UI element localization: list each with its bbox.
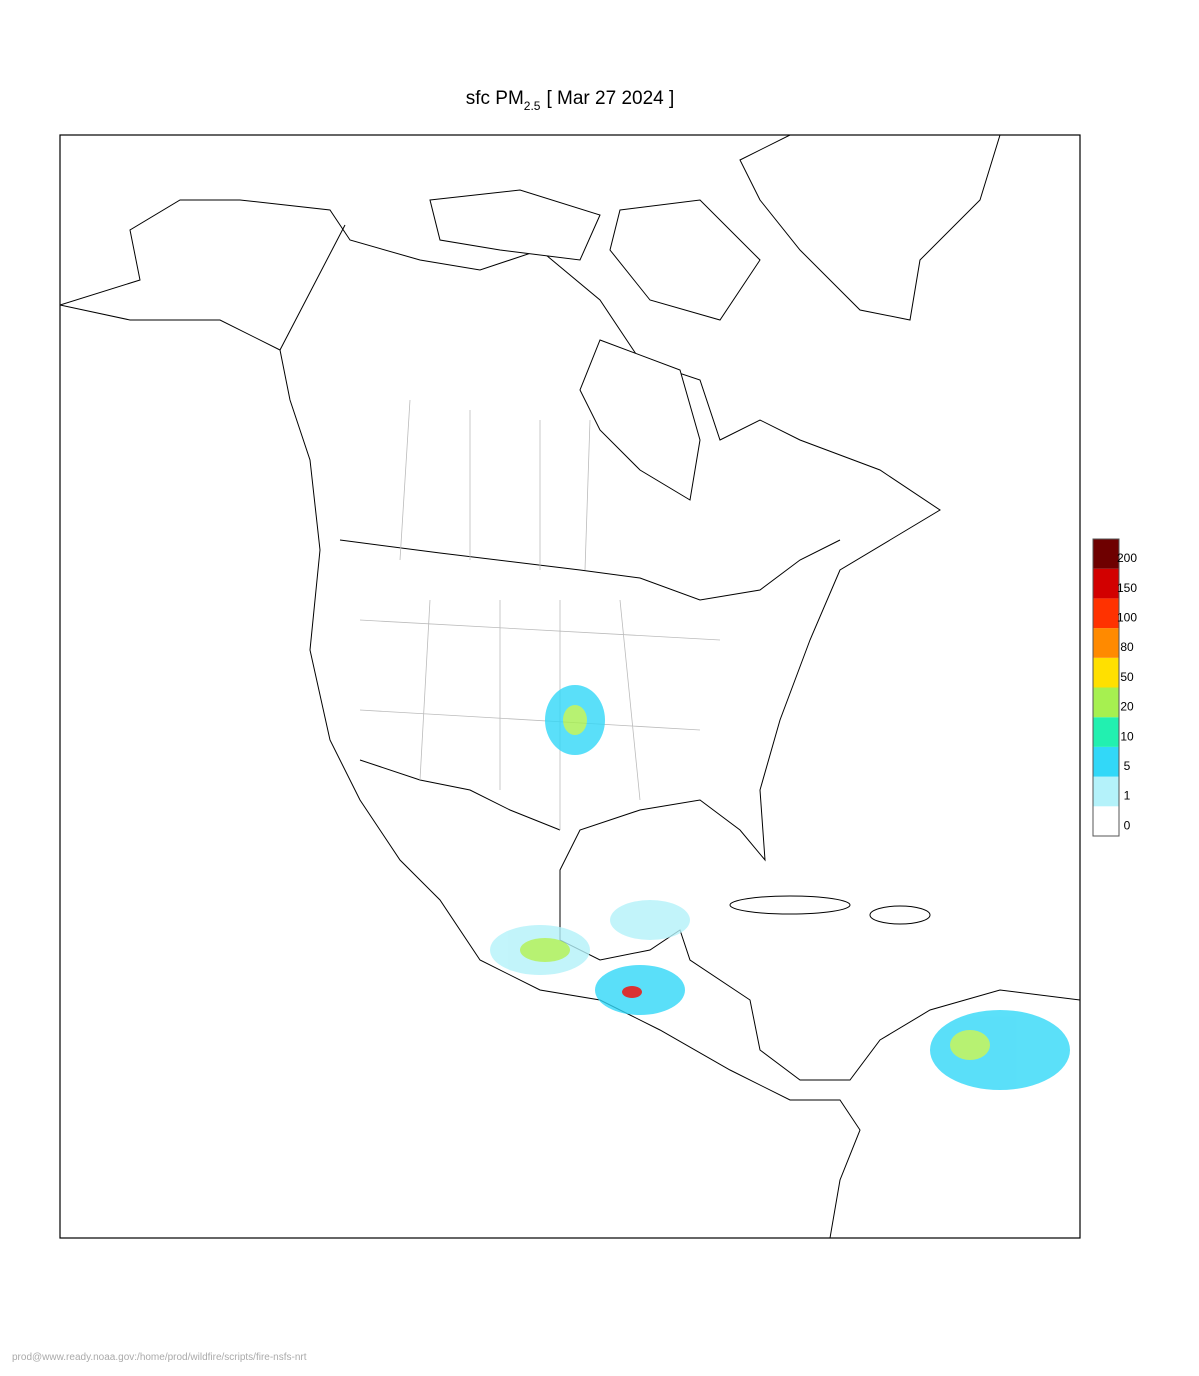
smoke-plumes: [490, 685, 1070, 1090]
us-mexico-border: [359, 759, 561, 831]
us-canada-border: [339, 539, 841, 601]
colorbar-cell: [1093, 598, 1119, 629]
hudson-bay: [579, 339, 701, 501]
map-frame: [59, 134, 1081, 1239]
greenland: [739, 135, 1001, 321]
colorbar-label: 80: [1120, 640, 1134, 654]
colorbar-label: 50: [1120, 670, 1134, 684]
colorbar-label: 10: [1120, 729, 1134, 743]
map: [59, 134, 1081, 1239]
colorbar-cell: [1093, 717, 1119, 747]
footer: prod@www.ready.noaa.gov:/home/prod/wildf…: [12, 1352, 307, 1363]
colorbar-label: 200: [1117, 551, 1137, 565]
colorbar-label: 150: [1117, 581, 1137, 595]
colorbar: 0 1 5 10 20 50 80 100 150 200: [1092, 538, 1137, 837]
colorbar-cell: [1093, 628, 1119, 658]
colorbar-cell: [1093, 657, 1119, 688]
colorbar-label: 0: [1124, 818, 1131, 832]
alaska-border: [279, 224, 346, 351]
colorbar-frame: [1092, 538, 1120, 837]
colorbar-label: 20: [1120, 700, 1134, 714]
colorbar-cell: [1093, 746, 1119, 777]
colorbar-label: 5: [1124, 759, 1131, 773]
title-subscript: 2.5: [524, 99, 541, 113]
colorbar-label: 100: [1117, 610, 1137, 624]
colorbar-cell: [1093, 776, 1119, 807]
hispaniola: [869, 905, 931, 925]
arctic-islands: [429, 189, 761, 321]
title-date: [ Mar 27 2024 ]: [546, 88, 674, 109]
cuba: [729, 895, 851, 915]
colorbar-cell: [1093, 806, 1119, 836]
title: sfc PM2.5 [ Mar 27 2024 ]: [466, 88, 675, 113]
colorbar-cell: [1093, 568, 1119, 599]
colorbar-cell: [1093, 539, 1119, 569]
title-main: sfc PM: [466, 88, 524, 109]
colorbar-cell: [1093, 687, 1119, 718]
colorbar-label: 1: [1124, 789, 1131, 803]
